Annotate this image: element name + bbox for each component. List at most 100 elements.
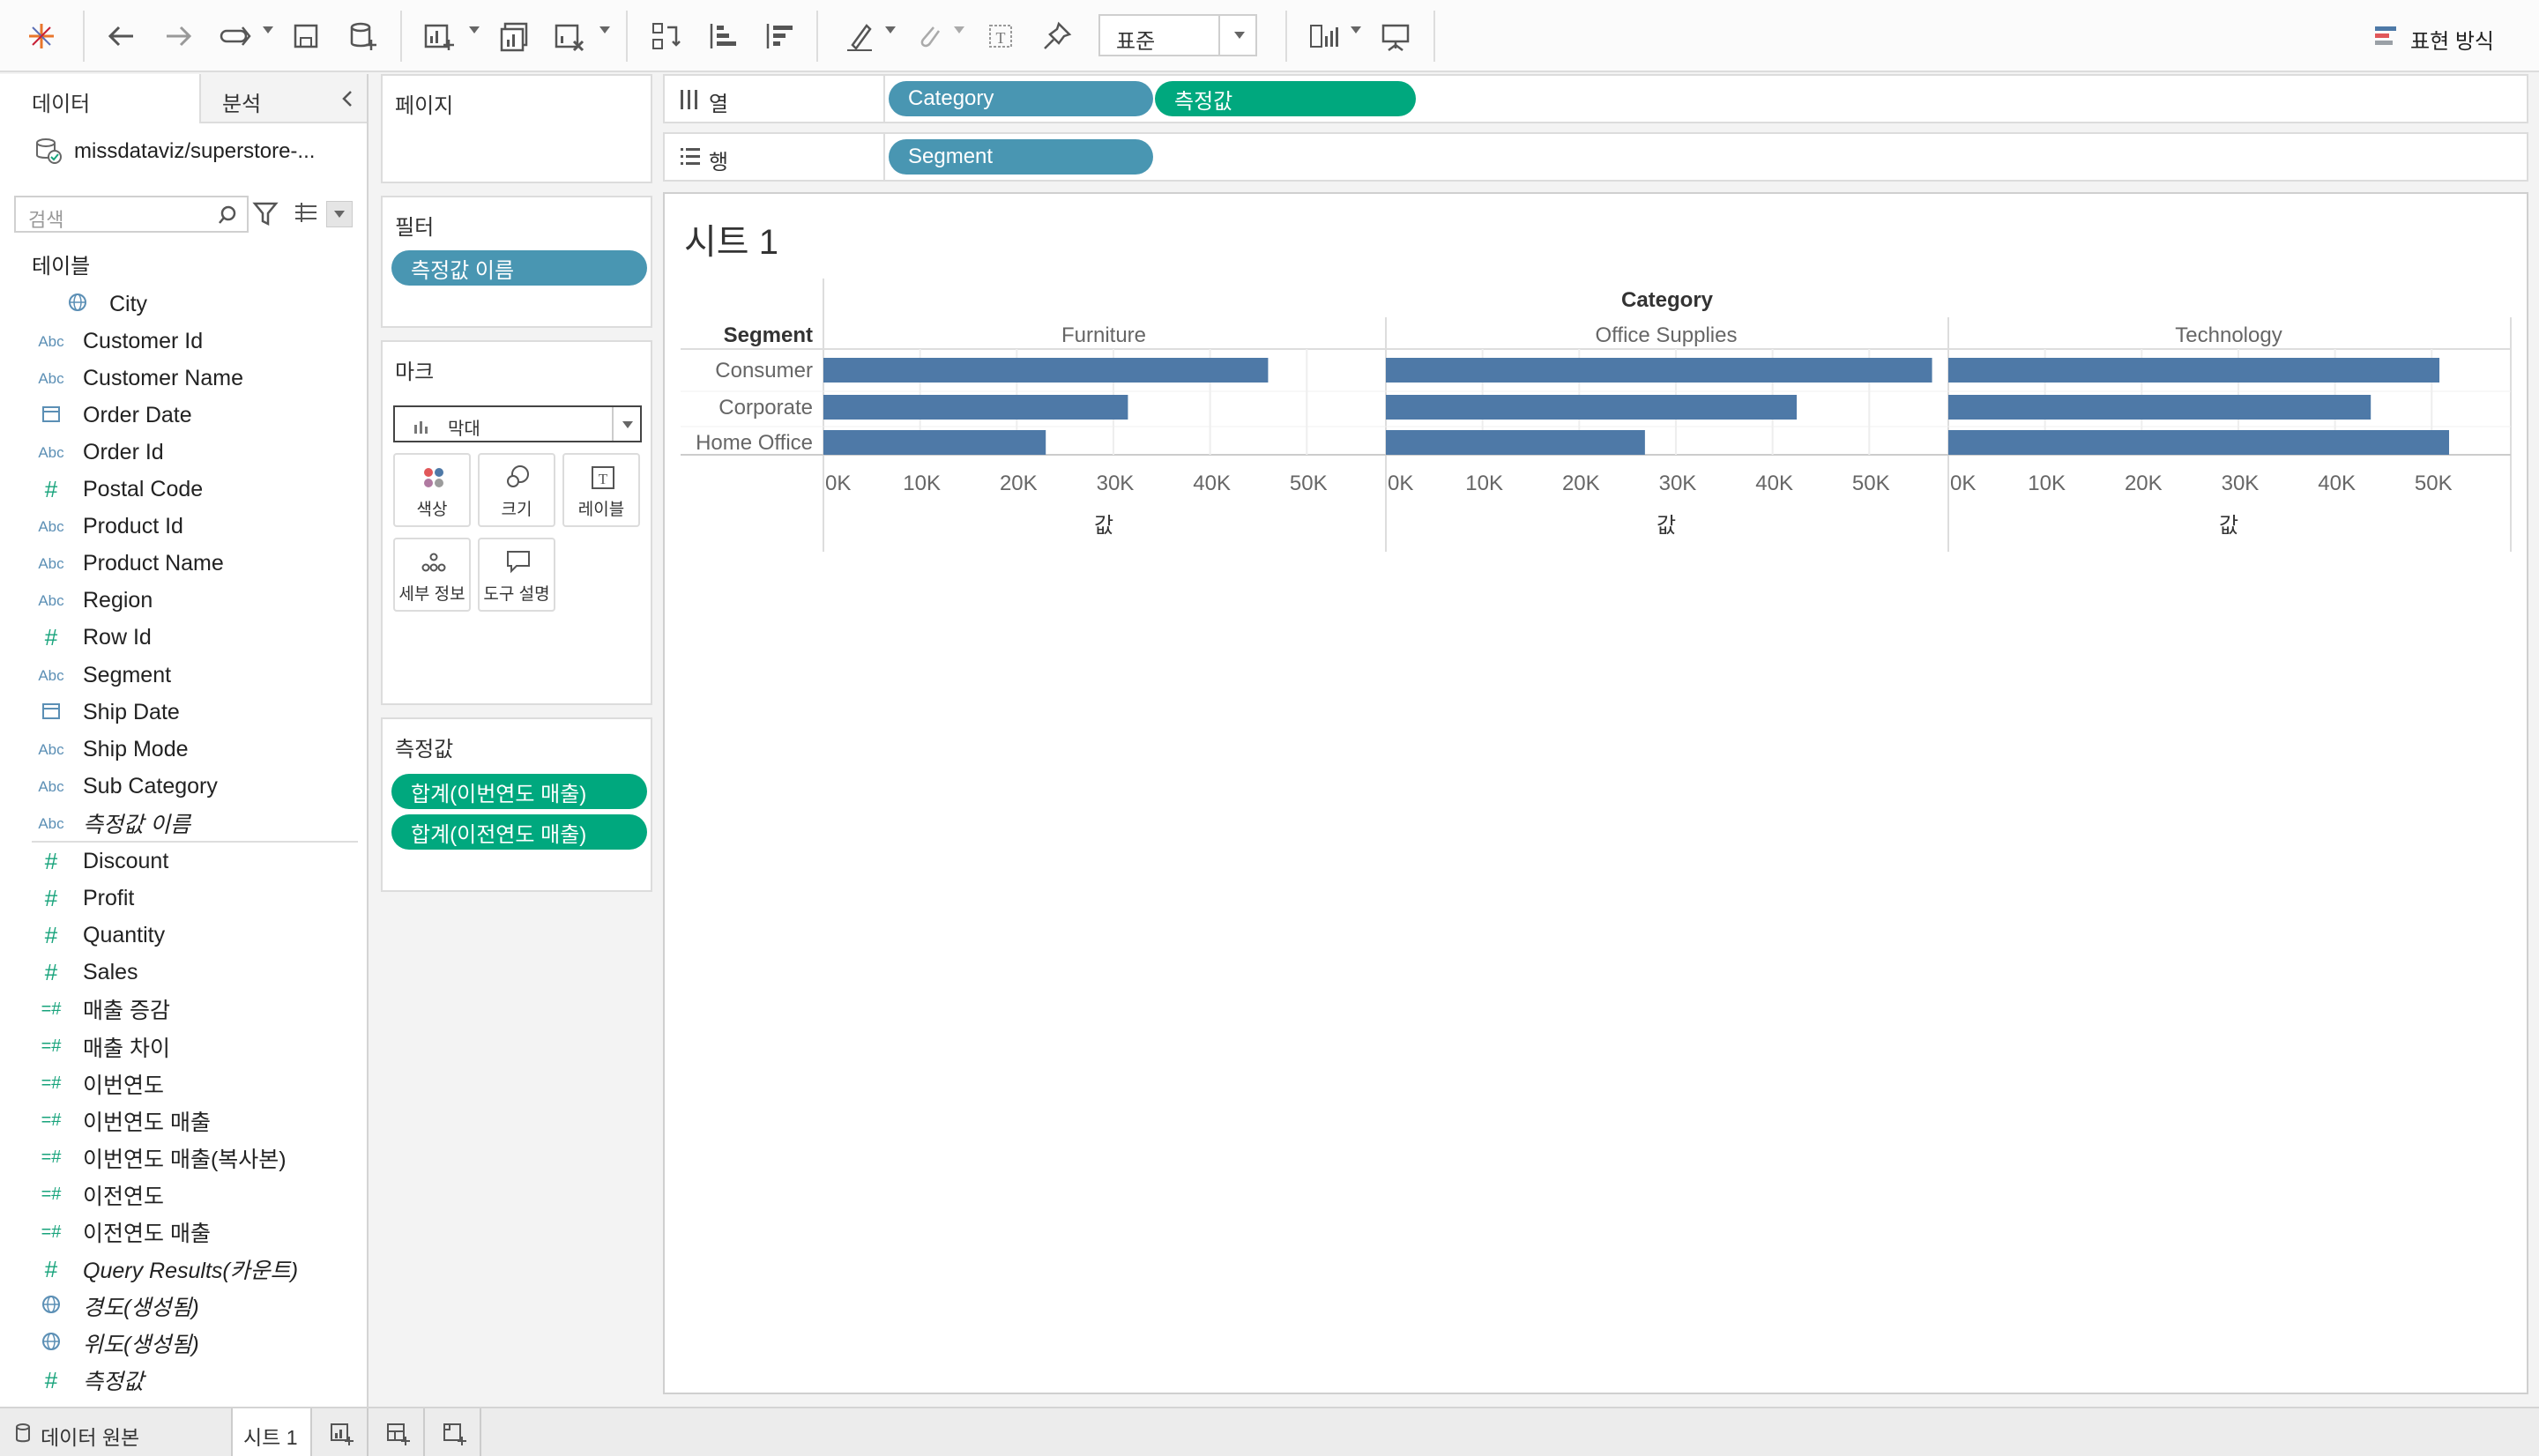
field-item[interactable]: # Query Results(카운트) <box>0 1251 361 1288</box>
field-item[interactable]: =# 이번연도 매출 <box>0 1103 361 1140</box>
field-item[interactable]: Abc Customer Name <box>0 360 361 397</box>
field-item[interactable]: Abc Order Id <box>0 434 361 471</box>
field-name: Ship Mode <box>83 736 189 761</box>
field-item[interactable]: Abc Ship Mode <box>0 731 361 768</box>
group-icon[interactable] <box>905 12 952 60</box>
field-item[interactable]: # Postal Code <box>0 472 361 509</box>
measure-values-title: 측정값 <box>395 738 454 761</box>
show-me-button[interactable]: 표현 방식 <box>2366 14 2525 56</box>
field-item[interactable]: # 측정값 <box>0 1362 361 1399</box>
field-name: Product Name <box>83 551 224 576</box>
view-list-icon[interactable] <box>293 201 319 226</box>
search-box[interactable]: 검색 <box>14 196 249 233</box>
sort-asc-icon[interactable] <box>698 12 746 60</box>
color-button[interactable]: 색상 <box>393 453 471 527</box>
x-tick-label: 10K <box>2028 472 2066 495</box>
x-tick-label: 0K <box>1388 472 1413 495</box>
size-button[interactable]: 크기 <box>478 453 555 527</box>
field-name: Customer Name <box>83 365 243 390</box>
redo-icon[interactable] <box>155 12 203 60</box>
new-worksheet-button[interactable] <box>314 1408 369 1456</box>
sort-desc-icon[interactable] <box>755 12 802 60</box>
field-item[interactable]: # Discount <box>0 843 361 880</box>
pin-icon[interactable] <box>1033 12 1081 60</box>
new-dashboard-button[interactable] <box>370 1408 425 1456</box>
field-item[interactable]: Abc Customer Id <box>0 323 361 360</box>
label-button[interactable]: T 레이블 <box>562 453 640 527</box>
field-item[interactable]: # Sales <box>0 954 361 991</box>
field-item[interactable]: 위도(생성됨) <box>0 1325 361 1362</box>
duplicate-sheet-icon[interactable] <box>490 12 538 60</box>
save-icon[interactable] <box>282 12 330 60</box>
label-icon[interactable]: T <box>977 12 1024 60</box>
field-item[interactable]: Abc Product Id <box>0 509 361 546</box>
calculated-number-icon: =# <box>41 1148 62 1168</box>
pages-card[interactable]: 페이지 <box>381 74 652 183</box>
display-mode-select[interactable]: 표준 <box>1098 14 1257 56</box>
columns-pill-category[interactable]: Category <box>889 81 1153 116</box>
field-item[interactable]: City <box>0 286 361 323</box>
datasource-item[interactable]: missdataviz/superstore-... <box>32 132 367 167</box>
sheet-tab[interactable]: 시트 1 <box>231 1408 312 1456</box>
new-datasource-icon[interactable] <box>339 12 386 60</box>
mark-type-select[interactable]: 막대 <box>393 405 642 442</box>
field-item[interactable]: =# 매출 차이 <box>0 1029 361 1066</box>
field-item[interactable]: =# 매출 증감 <box>0 991 361 1028</box>
field-name: 이번연도 <box>83 1073 165 1098</box>
field-item[interactable]: Abc Sub Category <box>0 768 361 805</box>
highlight-icon[interactable] <box>836 12 883 60</box>
x-tick-label: 30K <box>1097 472 1135 495</box>
measure-pill-this-year[interactable]: 합계(이번연도 매출) <box>391 774 647 809</box>
tables-heading: 테이블 <box>32 255 91 279</box>
swap-icon[interactable] <box>642 12 689 60</box>
rows-shelf[interactable]: 행 Segment <box>663 132 2528 182</box>
field-item[interactable]: Abc 측정값 이름 <box>0 805 361 842</box>
database-icon <box>16 1423 30 1443</box>
autoupdate-icon[interactable] <box>212 12 259 60</box>
tableau-logo-icon[interactable] <box>18 12 65 60</box>
field-name: 이전연도 매출 <box>83 1222 211 1246</box>
string-type-icon: Abc <box>38 369 64 387</box>
measure-pill-last-year[interactable]: 합계(이전연도 매출) <box>391 814 647 850</box>
field-item[interactable]: Ship Date <box>0 694 361 731</box>
size-icon <box>507 465 529 487</box>
undo-icon[interactable] <box>97 12 145 60</box>
filter-icon[interactable] <box>252 199 279 227</box>
field-item[interactable]: =# 이전연도 매출 <box>0 1214 361 1251</box>
tab-analysis[interactable]: 분석 <box>199 74 367 123</box>
collapse-pane-icon[interactable] <box>339 88 356 109</box>
field-item[interactable]: =# 이번연도 <box>0 1066 361 1103</box>
clear-sheet-icon[interactable] <box>545 12 592 60</box>
column-header-title: Category <box>1621 288 1714 312</box>
datasource-icon <box>36 138 62 164</box>
field-item[interactable]: =# 이번연도 매출(복사본) <box>0 1140 361 1177</box>
field-item[interactable]: Abc Segment <box>0 657 361 694</box>
tab-data[interactable]: 데이터 <box>0 74 199 123</box>
field-item[interactable]: 경도(생성됨) <box>0 1288 361 1325</box>
new-story-button[interactable] <box>427 1408 481 1456</box>
sheet-tab-label: 시트 1 <box>243 1426 298 1449</box>
field-item[interactable]: # Row Id <box>0 620 361 657</box>
divider <box>32 841 358 843</box>
filters-card[interactable]: 필터 측정값 이름 <box>381 196 652 328</box>
columns-shelf[interactable]: 열 Category 측정값 <box>663 74 2528 123</box>
field-item[interactable]: Abc Product Name <box>0 546 361 583</box>
datasource-tab[interactable]: 데이터 원본 <box>0 1408 231 1456</box>
columns-pill-measure-values[interactable]: 측정값 <box>1155 81 1416 116</box>
rows-pill-segment[interactable]: Segment <box>889 139 1153 175</box>
tooltip-button[interactable]: 도구 설명 <box>478 538 555 612</box>
filter-pill-measure-names[interactable]: 측정값 이름 <box>391 250 647 286</box>
number-type-icon: # <box>44 476 58 502</box>
field-item[interactable]: # Profit <box>0 880 361 917</box>
datasource-name: missdataviz/superstore-... <box>74 139 316 163</box>
field-name: Region <box>83 588 153 613</box>
view-options-dropdown[interactable] <box>326 201 353 227</box>
presentation-icon[interactable] <box>1372 12 1419 60</box>
field-item[interactable]: =# 이전연도 <box>0 1177 361 1214</box>
new-sheet-icon[interactable] <box>414 12 462 60</box>
show-cards-icon[interactable] <box>1301 12 1349 60</box>
detail-button[interactable]: 세부 정보 <box>393 538 471 612</box>
field-item[interactable]: Abc Region <box>0 583 361 620</box>
field-item[interactable]: Order Date <box>0 397 361 434</box>
field-item[interactable]: # Quantity <box>0 917 361 954</box>
